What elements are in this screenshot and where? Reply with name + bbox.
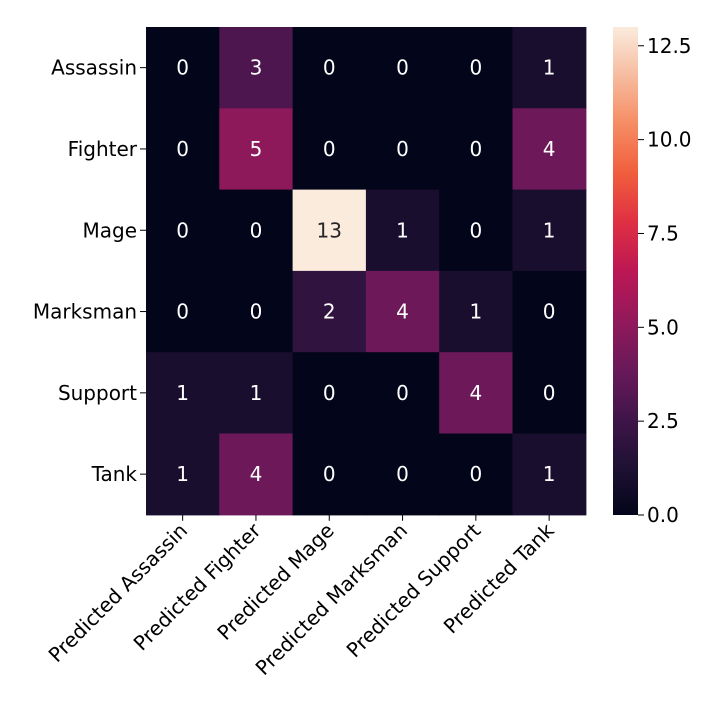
cell-value-label: 0 (250, 218, 263, 242)
x-tick-label: Predicted Support (342, 518, 486, 662)
cell-value-label: 0 (176, 300, 189, 324)
heatmap-cell (292, 270, 367, 353)
cell-value-label: 4 (250, 462, 263, 486)
heatmap-cell (365, 270, 440, 353)
y-axis-ticks: Assassin Fighter Mage Marksman Support Tank (33, 56, 146, 486)
cell-value-label: 1 (469, 300, 482, 324)
heatmap-cell (512, 27, 587, 109)
cell-value-label: 3 (250, 56, 263, 80)
heatmap-cell (146, 433, 220, 516)
heatmap-cell (439, 189, 514, 272)
colorbar-gradient (613, 27, 638, 515)
x-tick-label: Predicted Fighter (129, 518, 266, 655)
cell-value-label: 0 (396, 381, 409, 405)
y-tick-label: Support (58, 381, 137, 405)
cell-value-label: 1 (543, 56, 556, 80)
colorbar-tick-label: 7.5 (647, 221, 679, 245)
heatmap-cells (146, 27, 587, 516)
heatmap-cell (512, 108, 587, 191)
heatmap-cell (512, 270, 587, 353)
heatmap-cell (146, 108, 220, 191)
y-tick-label: Assassin (51, 56, 137, 80)
cell-value-label: 1 (176, 381, 189, 405)
heatmap-cell (365, 27, 440, 109)
cell-value-label: 0 (176, 56, 189, 80)
heatmap-cell (292, 433, 367, 516)
cell-value-label: 0 (469, 137, 482, 161)
heatmap-cell (512, 352, 587, 435)
heatmap-cell (219, 352, 294, 435)
cell-value-label: 0 (469, 56, 482, 80)
cell-value-label: 4 (396, 300, 409, 324)
cell-value-label: 0 (396, 462, 409, 486)
cell-annotations: 0 3 0 0 0 10 5 0 0 0 40 0 13 1 0 10 0 2 4 1 01 1 0 0 4 01 4 0 0 0 1 (176, 56, 556, 486)
heatmap-cell (365, 352, 440, 435)
heatmap-cell (292, 108, 367, 191)
heatmap-cell (439, 27, 514, 109)
heatmap-cell (146, 27, 220, 109)
cell-value-label: 1 (543, 218, 556, 242)
cell-value-label: 0 (396, 56, 409, 80)
heatmap-cell (292, 27, 367, 109)
cell-value-label: 1 (176, 462, 189, 486)
colorbar: 0.0 2.5 5.0 7.5 10.0 12.5 (613, 27, 692, 527)
y-tick-label: Mage (82, 218, 137, 242)
cell-value-label: 1 (250, 381, 263, 405)
y-tick-label: Tank (91, 462, 138, 486)
heatmap-cell (365, 433, 440, 516)
heatmap-cell (439, 433, 514, 516)
heatmap-cell (512, 189, 587, 272)
cell-value-label: 4 (543, 137, 556, 161)
cell-value-label: 0 (323, 137, 336, 161)
cell-value-label: 0 (469, 218, 482, 242)
heatmap-cell (146, 189, 220, 272)
colorbar-tick-label: 0.0 (647, 503, 679, 527)
heatmap-cell (219, 433, 294, 516)
heatmap-cell (219, 27, 294, 109)
heatmap-cell (292, 352, 367, 435)
cell-value-label: 13 (317, 218, 342, 242)
cell-value-label: 0 (543, 381, 556, 405)
colorbar-tick-label: 5.0 (647, 315, 679, 339)
heatmap-cell (146, 270, 220, 353)
cell-value-label: 0 (396, 137, 409, 161)
cell-value-label: 0 (176, 137, 189, 161)
cell-value-label: 4 (469, 381, 482, 405)
colorbar-tick-label: 12.5 (647, 34, 692, 58)
heatmap-cell (146, 352, 220, 435)
heatmap-cell (365, 189, 440, 272)
heatmap-cell (219, 270, 294, 353)
colorbar-tick-label: 10.0 (647, 128, 692, 152)
heatmap-cell (439, 108, 514, 191)
heatmap-cell (292, 189, 367, 272)
heatmap-cell (439, 270, 514, 353)
heatmap-cell (219, 189, 294, 272)
heatmap-cell (439, 352, 514, 435)
cell-value-label: 0 (469, 462, 482, 486)
cell-value-label: 0 (323, 56, 336, 80)
cell-value-label: 0 (250, 300, 263, 324)
y-tick-label: Fighter (68, 137, 138, 161)
heatmap-cell (365, 108, 440, 191)
cell-value-label: 0 (543, 300, 556, 324)
heatmap-cell (219, 108, 294, 191)
cell-value-label: 0 (323, 462, 336, 486)
cell-value-label: 1 (396, 218, 409, 242)
heatmap-cell (512, 433, 587, 516)
colorbar-tick-label: 2.5 (647, 409, 679, 433)
cell-value-label: 1 (543, 462, 556, 486)
cell-value-label: 0 (323, 381, 336, 405)
x-tick-label: Predicted Assassin (44, 518, 193, 667)
y-tick-label: Marksman (33, 300, 137, 324)
cell-value-label: 5 (250, 137, 263, 161)
cell-value-label: 0 (176, 218, 189, 242)
cell-value-label: 2 (323, 300, 336, 324)
